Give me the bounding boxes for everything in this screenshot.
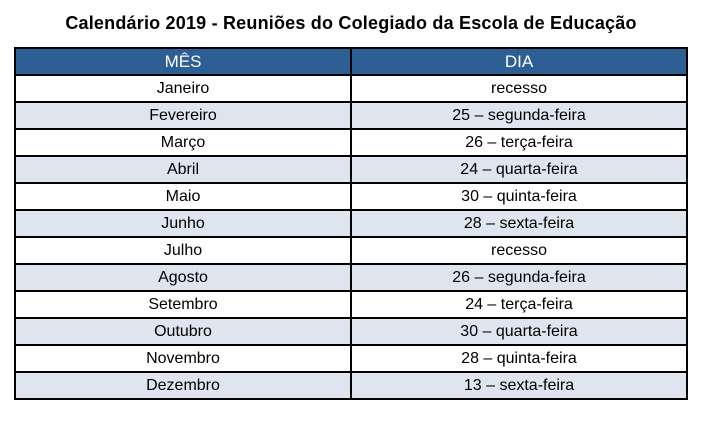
month-cell: Abril	[14, 155, 352, 184]
table-row: Novembro 28 – quinta-feira	[14, 344, 688, 373]
table-row: Maio 30 – quinta-feira	[14, 182, 688, 211]
table-row: Janeiro recesso	[14, 74, 688, 103]
table-row: Agosto 26 – segunda-feira	[14, 263, 688, 292]
day-cell: 30 – quarta-feira	[350, 317, 688, 346]
day-cell: 26 – segunda-feira	[350, 263, 688, 292]
month-cell: Fevereiro	[14, 101, 352, 130]
table-header: MÊS DIA	[14, 47, 688, 76]
table-row: Março 26 – terça-feira	[14, 128, 688, 157]
page-title: Calendário 2019 - Reuniões do Colegiado …	[65, 13, 637, 33]
day-column-header: DIA	[350, 47, 688, 76]
month-cell: Julho	[14, 236, 352, 265]
day-cell: 30 – quinta-feira	[350, 182, 688, 211]
table-row: Abril 24 – quarta-feira	[14, 155, 688, 184]
table-row: Dezembro 13 – sexta-feira	[14, 371, 688, 400]
day-cell: 24 – quarta-feira	[350, 155, 688, 184]
month-cell: Outubro	[14, 317, 352, 346]
month-cell: Maio	[14, 182, 352, 211]
header-row: MÊS DIA	[14, 47, 688, 76]
month-cell: Agosto	[14, 263, 352, 292]
day-cell: 25 – segunda-feira	[350, 101, 688, 130]
day-cell: 13 – sexta-feira	[350, 371, 688, 400]
table-row: Julho recesso	[14, 236, 688, 265]
table-row: Setembro 24 – terça-feira	[14, 290, 688, 319]
calendar-table: MÊS DIA Janeiro recesso Fevereiro 25 – segu…	[14, 47, 688, 400]
table-row: Fevereiro 25 – segunda-feira	[14, 101, 688, 130]
month-cell: Junho	[14, 209, 352, 238]
table-row: Outubro 30 – quarta-feira	[14, 317, 688, 346]
month-cell: Dezembro	[14, 371, 352, 400]
day-cell: recesso	[350, 236, 688, 265]
month-cell: Setembro	[14, 290, 352, 319]
day-cell: recesso	[350, 74, 688, 103]
day-cell: 24 – terça-feira	[350, 290, 688, 319]
table-body: Janeiro recesso Fevereiro 25 – segunda-feir…	[14, 74, 688, 400]
month-cell: Março	[14, 128, 352, 157]
table-row: Junho 28 – sexta-feira	[14, 209, 688, 238]
month-column-header: MÊS	[14, 47, 352, 76]
day-cell: 26 – terça-feira	[350, 128, 688, 157]
month-cell: Novembro	[14, 344, 352, 373]
day-cell: 28 – quinta-feira	[350, 344, 688, 373]
month-cell: Janeiro	[14, 74, 352, 103]
day-cell: 28 – sexta-feira	[350, 209, 688, 238]
